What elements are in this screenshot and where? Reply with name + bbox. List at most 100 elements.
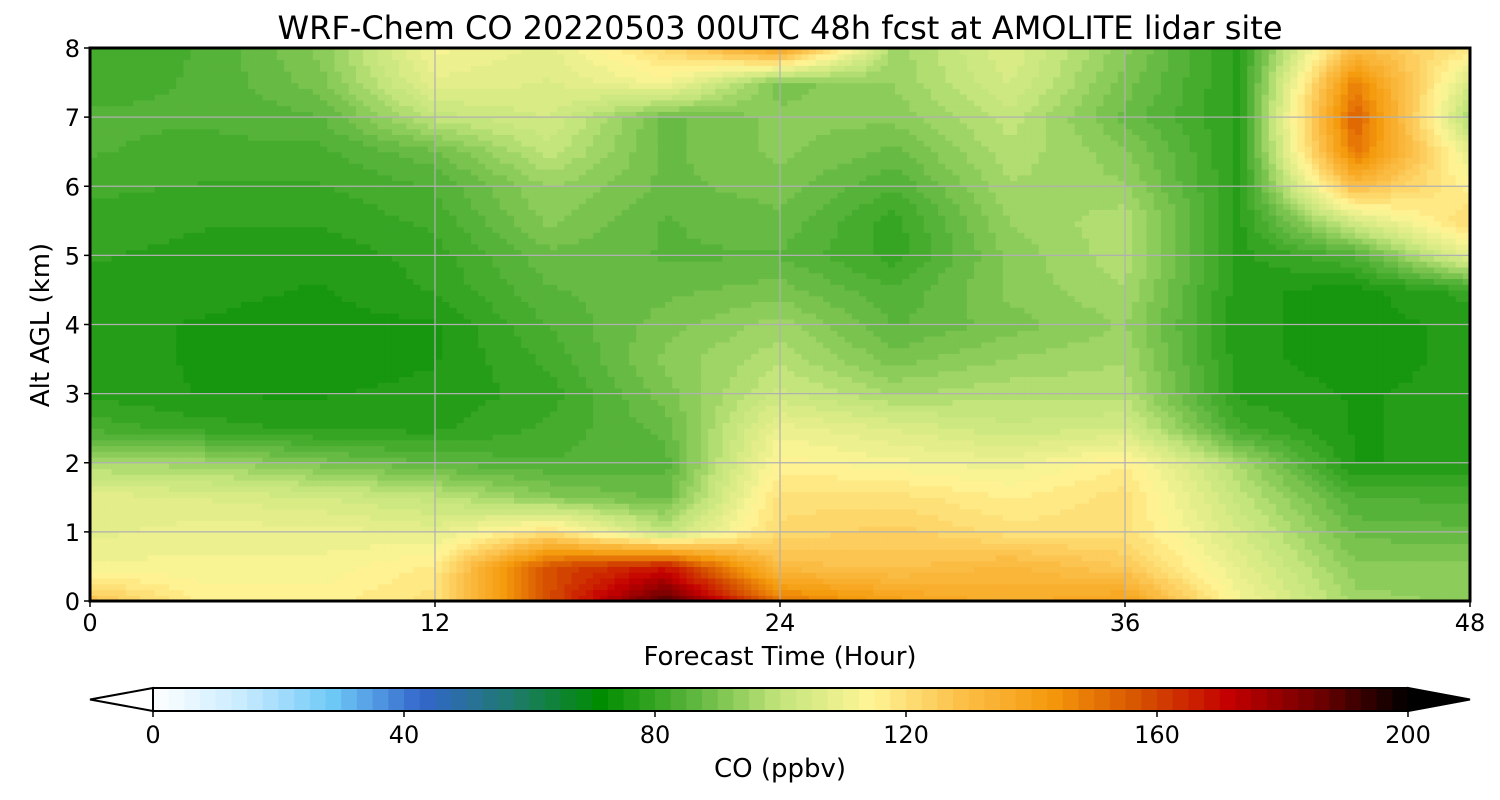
heatmap-cell: [1218, 583, 1227, 591]
heatmap-cell: [557, 537, 565, 544]
heatmap-cell: [621, 577, 630, 585]
heatmap-cell: [887, 595, 896, 601]
heatmap-cell: [1398, 589, 1406, 596]
heatmap-cell: [276, 497, 285, 504]
heatmap-cell: [1254, 549, 1263, 556]
heatmap-cell: [1160, 485, 1169, 493]
heatmap-cell: [327, 560, 335, 568]
heatmap-cell: [1081, 577, 1090, 585]
heatmap-cell: [1024, 462, 1033, 470]
heatmap-cell: [708, 577, 716, 585]
heatmap-cell: [873, 491, 882, 498]
heatmap-cell: [1376, 537, 1385, 544]
heatmap-cell: [506, 583, 515, 591]
heatmap-cell: [169, 526, 177, 533]
heatmap-cell: [981, 451, 990, 458]
heatmap-cell: [571, 543, 580, 550]
heatmap-cell: [506, 468, 515, 475]
heatmap-cell: [1383, 520, 1392, 527]
heatmap-cell: [1204, 531, 1212, 539]
heatmap-cell: [147, 508, 156, 516]
heatmap-cell: [104, 514, 113, 521]
heatmap-cell: [665, 589, 673, 596]
heatmap-cell: [808, 549, 817, 556]
heatmap-cell: [255, 451, 264, 458]
heatmap-cell: [578, 554, 587, 562]
heatmap-cell: [391, 549, 400, 556]
heatmap-cell: [966, 451, 975, 458]
heatmap-cell: [1139, 577, 1148, 585]
heatmap-cell: [593, 514, 601, 521]
heatmap-cell: [952, 549, 961, 556]
heatmap-cell: [916, 583, 925, 591]
heatmap-cell: [269, 577, 278, 585]
heatmap-cell: [1247, 560, 1255, 568]
heatmap-cell: [161, 468, 170, 475]
heatmap-cell: [823, 595, 831, 601]
heatmap-cell: [521, 526, 530, 533]
heatmap-cell: [1103, 491, 1112, 498]
heatmap-cell: [248, 456, 256, 464]
heatmap-cell: [1268, 474, 1277, 481]
heatmap-cell: [154, 566, 163, 573]
heatmap-cell: [988, 595, 997, 601]
heatmap-cell: [1398, 474, 1406, 481]
heatmap-cell: [1448, 468, 1457, 475]
heatmap-cell: [557, 456, 565, 464]
heatmap-cell: [327, 543, 335, 550]
heatmap-cell: [629, 554, 637, 562]
heatmap-cell: [686, 526, 695, 533]
heatmap-cell: [1103, 566, 1112, 573]
heatmap-cell: [823, 549, 831, 556]
heatmap-cell: [1390, 514, 1399, 521]
heatmap-cell: [1168, 531, 1176, 539]
heatmap-cell: [1405, 560, 1414, 568]
heatmap-cell: [672, 508, 680, 516]
heatmap-cell: [564, 526, 573, 533]
heatmap-cell: [1053, 577, 1061, 585]
heatmap-cell: [873, 468, 882, 475]
heatmap-cell: [1455, 537, 1464, 544]
heatmap-cell: [406, 480, 415, 487]
heatmap-cell: [866, 554, 875, 562]
heatmap-cell: [1175, 497, 1184, 504]
heatmap-cell: [1362, 468, 1370, 475]
heatmap-cell: [1326, 577, 1335, 585]
heatmap-cell: [679, 560, 688, 568]
heatmap-cell: [276, 508, 285, 516]
heatmap-cell: [1304, 537, 1313, 544]
heatmap-cell: [621, 508, 630, 516]
heatmap-cell: [1031, 595, 1040, 601]
heatmap-cell: [909, 554, 918, 562]
heatmap-cell: [363, 451, 371, 458]
heatmap-cell: [133, 468, 141, 475]
heatmap-cell: [808, 491, 817, 498]
heatmap-cell: [1038, 560, 1047, 568]
heatmap-cell: [794, 526, 803, 533]
heatmap-cell: [1153, 566, 1162, 573]
heatmap-cell: [1369, 497, 1378, 504]
heatmap-cell: [614, 520, 623, 527]
heatmap-cell: [355, 595, 364, 601]
heatmap-cell: [1211, 589, 1220, 596]
heatmap-cell: [492, 543, 501, 550]
heatmap-cell: [550, 537, 558, 544]
heatmap-cell: [715, 543, 724, 550]
heatmap-cell: [686, 451, 695, 458]
heatmap-cell: [593, 549, 601, 556]
heatmap-cell: [895, 485, 903, 493]
heatmap-cell: [1060, 480, 1069, 487]
heatmap-cell: [197, 508, 206, 516]
heatmap-cell: [456, 526, 465, 533]
heatmap-cell: [974, 543, 982, 550]
heatmap-cell: [729, 491, 738, 498]
heatmap-cell: [1045, 549, 1054, 556]
heatmap-cell: [974, 514, 982, 521]
heatmap-cell: [420, 503, 429, 510]
heatmap-cell: [851, 549, 860, 556]
heatmap-cell: [1146, 485, 1155, 493]
heatmap-cell: [945, 589, 954, 596]
heatmap-cell: [930, 566, 939, 573]
heatmap-cell: [995, 491, 1004, 498]
heatmap-cell: [147, 503, 156, 510]
